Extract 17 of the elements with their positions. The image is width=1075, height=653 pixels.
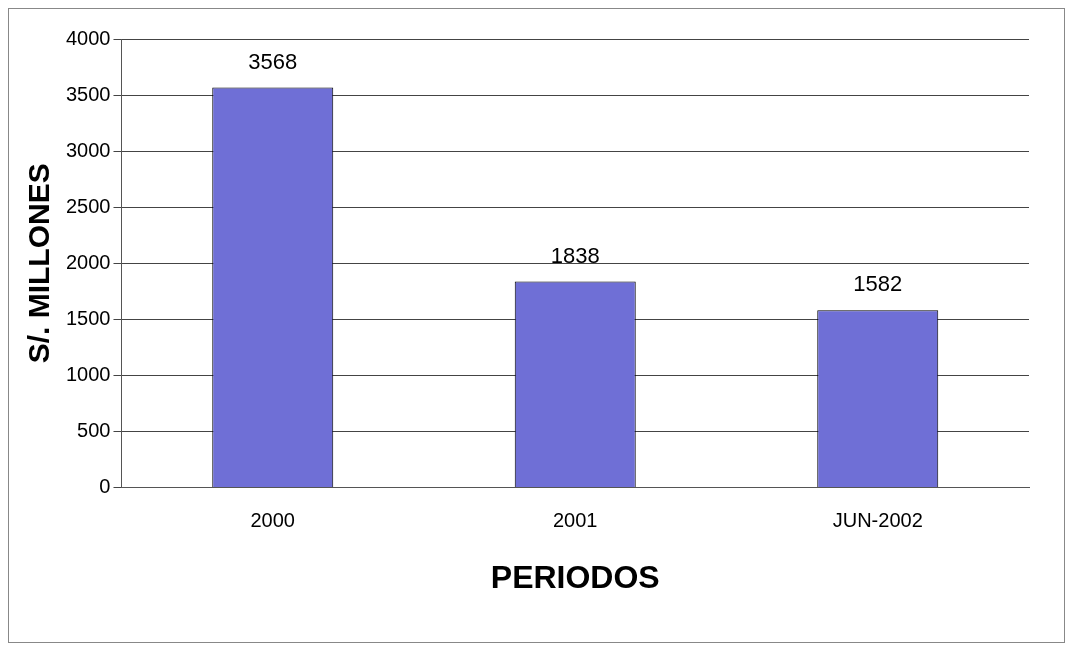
data-label: 1838 — [550, 242, 600, 268]
y-tick-label: 3000 — [65, 138, 111, 161]
y-tick-label: 3500 — [65, 82, 111, 105]
data-label: 1582 — [853, 271, 903, 297]
x-tick-label: 2000 — [250, 509, 295, 532]
y-tick-label: 2000 — [65, 250, 111, 273]
data-label: 3568 — [248, 48, 298, 74]
y-tick-label: 1000 — [65, 362, 111, 385]
y-tick-label: 1500 — [65, 306, 111, 329]
x-tick-label: 2001 — [553, 509, 598, 532]
y-axis-title: S/. MILLONES — [22, 163, 56, 364]
y-tick-label: 500 — [77, 419, 111, 442]
y-tick-label: 0 — [99, 475, 111, 498]
x-axis-title: PERIODOS — [490, 558, 660, 595]
x-tick-label: JUN-2002 — [832, 509, 923, 532]
y-tick-label: 4000 — [65, 26, 111, 49]
y-tick-label: 2500 — [65, 194, 111, 217]
